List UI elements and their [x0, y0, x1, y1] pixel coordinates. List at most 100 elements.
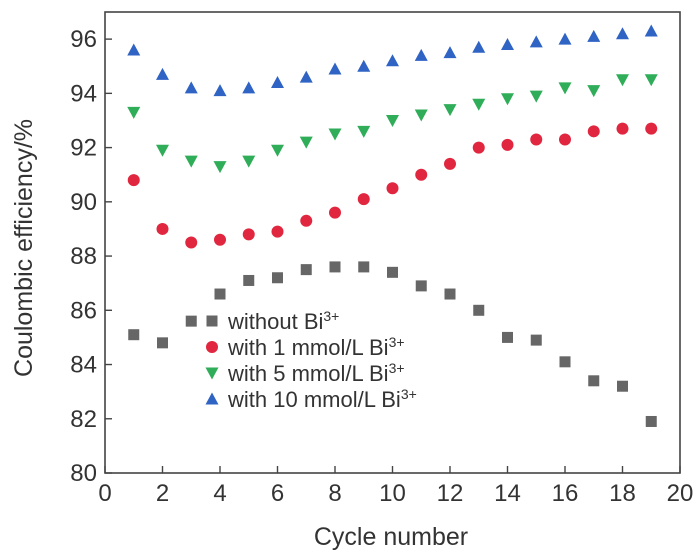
x-tick-label: 0 [98, 480, 111, 507]
data-point [415, 168, 428, 181]
y-tick-label: 80 [70, 460, 97, 487]
data-point [530, 334, 542, 346]
data-point [184, 81, 198, 94]
data-point [558, 82, 572, 95]
data-point [529, 90, 543, 103]
data-point [617, 380, 628, 392]
data-point [243, 274, 255, 286]
x-tick-label: 2 [156, 480, 169, 507]
data-point [587, 29, 601, 42]
data-point [271, 225, 284, 238]
data-point [128, 329, 140, 341]
legend-label: with 10 mmol/L Bi3+ [227, 386, 417, 412]
data-point [387, 266, 398, 278]
data-point [300, 214, 313, 227]
legend-entry: with 5 mmol/L Bi3+ [205, 360, 405, 386]
y-tick-label: 88 [70, 243, 97, 270]
data-point [444, 288, 456, 300]
data-point [616, 27, 629, 40]
data-point [644, 24, 658, 37]
data-point [443, 46, 457, 59]
data-point [645, 415, 657, 427]
data-point [530, 133, 543, 146]
data-point [472, 40, 486, 53]
data-point [559, 133, 571, 146]
legend-marker [205, 367, 219, 380]
x-tick-label: 4 [213, 480, 226, 507]
x-tick-label: 6 [271, 480, 284, 507]
x-tick-label: 10 [379, 480, 406, 507]
data-point [414, 109, 428, 122]
data-point [242, 228, 255, 241]
data-point [213, 84, 227, 97]
data-point [328, 128, 342, 141]
legend-entry: with 10 mmol/L Bi3+ [205, 386, 417, 412]
legend-label: without Bi3+ [227, 308, 339, 334]
data-point [587, 85, 601, 98]
data-point [213, 161, 227, 174]
data-point [299, 136, 313, 149]
legend: without Bi3+with 1 mmol/L Bi3+with 5 mmo… [205, 308, 417, 412]
data-point [473, 304, 485, 316]
data-point [415, 280, 427, 292]
data-point [472, 98, 486, 111]
axis-ticks: 0 2 4 6 8 10 12 14 16 18 20 80 82 84 86 88 90 92 94 96 [70, 26, 693, 507]
data-point [271, 76, 284, 89]
x-tick-label: 8 [328, 480, 341, 507]
legend-entry: without Bi3+ [206, 308, 339, 334]
data-points [127, 24, 658, 427]
legend-marker [206, 315, 218, 327]
data-point [214, 233, 226, 246]
data-point [271, 144, 284, 157]
legend-marker [205, 392, 219, 405]
y-tick-label: 96 [70, 26, 97, 53]
legend-label: with 5 mmol/L Bi3+ [227, 360, 405, 386]
data-point [242, 81, 256, 94]
data-point [559, 356, 571, 368]
data-point [300, 264, 312, 276]
y-tick-label: 90 [70, 189, 97, 216]
data-point [501, 38, 514, 51]
data-point [272, 272, 283, 284]
y-tick-label: 94 [70, 80, 97, 107]
data-point [444, 157, 456, 170]
data-point [501, 93, 514, 106]
data-point [156, 222, 169, 235]
data-point [616, 122, 629, 135]
data-point [242, 155, 256, 168]
data-point [414, 48, 428, 61]
legend-label: with 1 mmol/L Bi3+ [227, 334, 405, 360]
data-point [329, 261, 341, 273]
data-point [472, 141, 485, 154]
data-point [127, 43, 141, 56]
data-point [558, 32, 572, 45]
data-point [127, 106, 141, 119]
data-point [185, 236, 198, 249]
y-tick-label: 86 [70, 297, 97, 324]
data-point [127, 174, 140, 187]
x-tick-label: 12 [437, 480, 464, 507]
data-point [386, 54, 399, 67]
data-point [328, 62, 342, 75]
y-tick-label: 82 [70, 406, 97, 433]
data-point [616, 74, 629, 87]
data-point [299, 70, 313, 83]
data-point [529, 35, 543, 48]
x-tick-label: 20 [667, 480, 694, 507]
data-point [185, 315, 197, 327]
data-point [357, 59, 371, 72]
data-point [501, 138, 514, 151]
x-axis-label: Cycle number [314, 523, 468, 551]
data-point [386, 182, 399, 195]
legend-marker [206, 341, 218, 353]
data-point [386, 114, 399, 127]
data-point [214, 288, 226, 300]
data-point [645, 122, 658, 135]
legend-entry: with 1 mmol/L Bi3+ [206, 334, 405, 360]
data-point [358, 261, 370, 273]
data-point [357, 125, 371, 138]
data-point [502, 331, 513, 343]
data-point [329, 206, 341, 219]
data-point [588, 375, 600, 387]
